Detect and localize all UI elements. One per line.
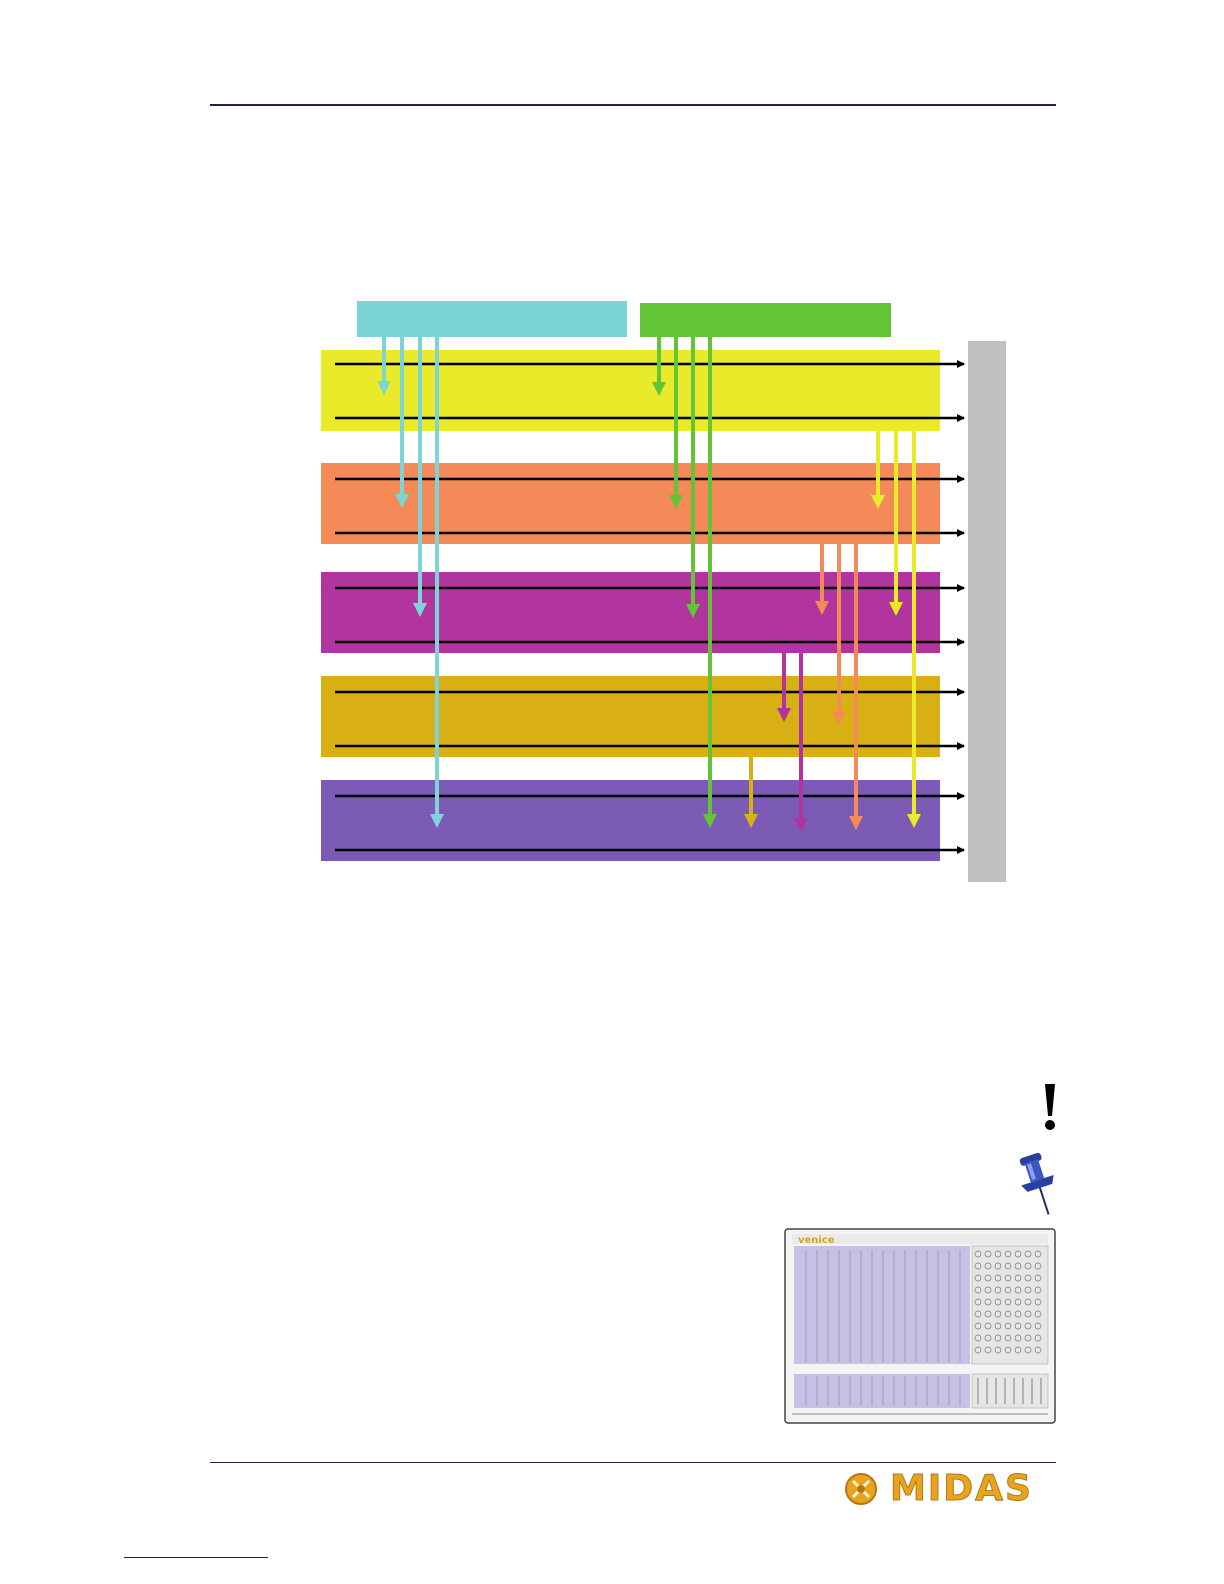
horizontal-signal-lines	[335, 360, 965, 854]
send-arrow-4	[430, 337, 444, 828]
vertical-send-arrows	[377, 337, 921, 832]
header-rule	[210, 104, 1056, 106]
midas-logo-text: MIDAS	[890, 1468, 1033, 1510]
send-arrow-7	[686, 337, 700, 618]
send-arrow-12	[815, 544, 829, 615]
green-source-block	[640, 303, 891, 337]
thumbnail-brand: venice	[798, 1235, 835, 1246]
send-arrow-10	[889, 431, 903, 616]
send-arrow-1	[377, 337, 391, 395]
send-arrow-3	[413, 337, 427, 617]
page-link-underline	[124, 1557, 268, 1558]
send-arrow-15	[777, 653, 791, 722]
signal-flow-diagram	[321, 301, 1006, 882]
magenta-band	[321, 572, 940, 653]
midas-logo-mark	[845, 1473, 877, 1505]
output-bar	[968, 341, 1006, 882]
send-arrow-9	[871, 431, 885, 509]
send-arrow-8	[703, 337, 717, 828]
send-arrow-5	[652, 337, 666, 396]
exclamation-icon	[1045, 1084, 1055, 1130]
send-arrow-17	[744, 757, 758, 828]
send-arrow-11	[907, 431, 921, 828]
send-arrow-2	[395, 337, 409, 508]
console-thumbnail: venice	[784, 1228, 1056, 1424]
midas-logo: MIDAS	[842, 1468, 1060, 1510]
purple-band	[321, 780, 940, 861]
cyan-source-block	[357, 301, 627, 337]
send-arrow-16	[794, 653, 808, 832]
pushpin-icon	[1019, 1152, 1054, 1215]
send-arrow-13	[832, 544, 846, 725]
orange-band	[321, 463, 940, 544]
send-arrow-6	[669, 337, 683, 509]
footer-rule	[210, 1462, 1056, 1463]
send-arrow-14	[849, 544, 863, 830]
